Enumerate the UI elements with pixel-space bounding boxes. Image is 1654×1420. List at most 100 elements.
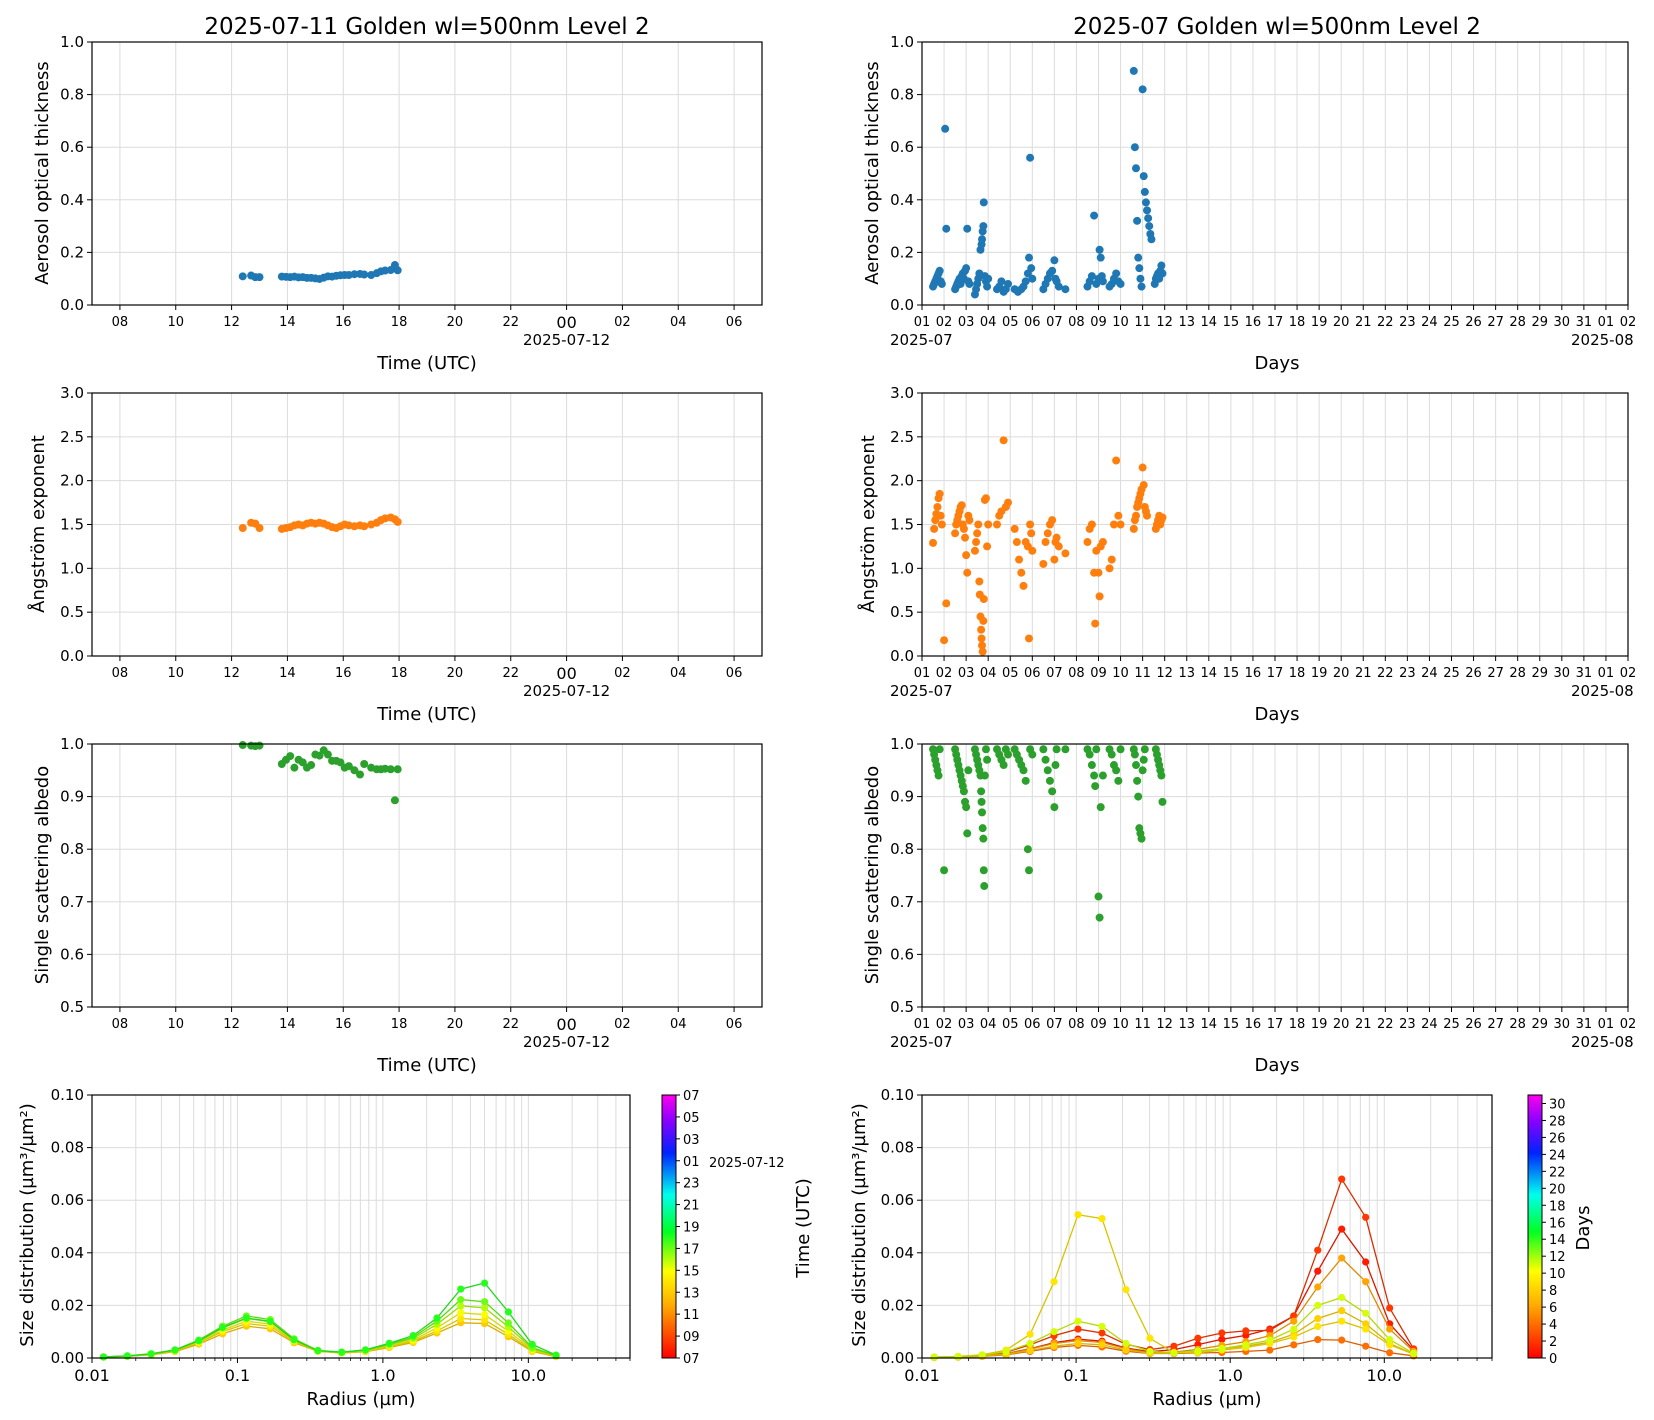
angstrom-monthly-point bbox=[1109, 520, 1118, 529]
aod-monthly-point bbox=[1144, 214, 1153, 223]
angstrom-monthly-point bbox=[951, 529, 960, 538]
size-monthly-series-point bbox=[1338, 1307, 1346, 1315]
colorbar-time-date-label: 2025-07-12 bbox=[709, 1156, 785, 1171]
aod-monthly-xtick-label: 07 bbox=[1046, 315, 1063, 330]
ssa-monthly-xtick-label: 08 bbox=[1068, 1017, 1085, 1032]
size-monthly-series-point bbox=[1074, 1317, 1082, 1325]
aod-monthly-point bbox=[983, 282, 992, 291]
angstrom-daily-xtick-label: 06 bbox=[726, 666, 743, 681]
aod-monthly-point bbox=[997, 277, 1006, 286]
size-daily-series-point bbox=[433, 1314, 441, 1322]
ssa-monthly-point bbox=[1132, 761, 1141, 770]
aod-monthly-xtick-label: 13 bbox=[1178, 315, 1195, 330]
ssa-monthly-point bbox=[1116, 745, 1125, 754]
angstrom-daily-ytick-label: 0.5 bbox=[60, 603, 84, 621]
size-monthly-series-point bbox=[1314, 1301, 1322, 1309]
ssa-monthly-xtick-label: 09 bbox=[1090, 1017, 1107, 1032]
angstrom-monthly-point bbox=[936, 511, 945, 520]
aod-daily-point bbox=[393, 266, 402, 275]
angstrom-monthly-point bbox=[1017, 568, 1026, 577]
aod-monthly-point bbox=[1116, 279, 1125, 288]
angstrom-daily-xtick-label: 10 bbox=[167, 666, 184, 681]
aod-monthly-point bbox=[1135, 264, 1144, 273]
angstrom-monthly-xtick-label: 19 bbox=[1311, 666, 1328, 681]
size-daily-xtick-label: 10.0 bbox=[511, 1366, 547, 1385]
angstrom-monthly-xtick-label: 30 bbox=[1554, 666, 1571, 681]
colorbar-time-tick-label: 05 bbox=[683, 1111, 700, 1126]
colorbar-time-tick-label: 07 bbox=[683, 1352, 700, 1367]
angstrom-monthly-point bbox=[993, 520, 1002, 529]
angstrom-monthly-point bbox=[1054, 542, 1063, 551]
size-monthly-series-point bbox=[1338, 1254, 1346, 1262]
size-daily-series-point bbox=[480, 1311, 489, 1319]
ssa-monthly-point bbox=[978, 808, 987, 817]
size-monthly-series-point bbox=[1266, 1346, 1274, 1354]
size-daily-series-point bbox=[457, 1296, 465, 1304]
angstrom-monthly-point bbox=[979, 595, 988, 604]
size-monthly-xlabel: Radius (µm) bbox=[1152, 1389, 1261, 1410]
angstrom-daily-xtick-label: 20 bbox=[447, 666, 464, 681]
angstrom-monthly-xtick-label: 24 bbox=[1421, 666, 1438, 681]
ssa-monthly-point bbox=[1140, 745, 1149, 754]
ssa-monthly-point bbox=[979, 834, 988, 843]
daily-title: 2025-07-11 Golden wl=500nm Level 2 bbox=[204, 14, 649, 40]
angstrom-daily-xtick-label: 12 bbox=[223, 666, 240, 681]
aod-monthly-xtick-label: 23 bbox=[1399, 315, 1416, 330]
angstrom-monthly-point bbox=[963, 568, 972, 577]
angstrom-monthly-point bbox=[1087, 520, 1096, 529]
angstrom-monthly-point bbox=[983, 542, 992, 551]
aod-monthly-xtick-label: 18 bbox=[1289, 315, 1306, 330]
aod-daily-ylabel: Aerosol optical thickness bbox=[32, 61, 53, 284]
size-monthly-xtick-label: 0.01 bbox=[904, 1366, 940, 1385]
colorbar-time: 07 09 11 13 15 17 19 21 23 01 03 05 07 bbox=[661, 1089, 700, 1367]
angstrom-monthly-point bbox=[999, 436, 1008, 445]
colorbar-time-tick-label: 07 bbox=[683, 1089, 700, 1104]
size-monthly-series-point bbox=[1338, 1175, 1346, 1183]
ssa-monthly-xtick-label: 18 bbox=[1289, 1017, 1306, 1032]
angstrom-monthly-point bbox=[1028, 546, 1037, 555]
angstrom-monthly-xtick-label: 31 bbox=[1576, 666, 1593, 681]
size-daily-series-point bbox=[99, 1353, 108, 1361]
angstrom-monthly-point bbox=[942, 599, 951, 608]
colorbar-time-tick-label: 21 bbox=[683, 1199, 700, 1214]
angstrom-monthly-point bbox=[1050, 555, 1059, 564]
angstrom-monthly-xtick-label: 14 bbox=[1201, 666, 1218, 681]
aod-monthly-point bbox=[1141, 198, 1150, 207]
angstrom-daily-xdate-label: 2025-07-12 bbox=[523, 682, 610, 700]
size-daily-series-point bbox=[480, 1316, 489, 1324]
colorbar-time-tick-label: 23 bbox=[683, 1177, 700, 1192]
size-monthly-xtick-label: 10.0 bbox=[1366, 1366, 1402, 1385]
size-monthly-series-point bbox=[1242, 1341, 1250, 1349]
aod-daily-xtick-label: 16 bbox=[335, 315, 352, 330]
angstrom-monthly-point bbox=[1143, 511, 1152, 520]
aod-daily-ytick-label: 0.6 bbox=[60, 138, 84, 156]
angstrom-daily-ytick-label: 3.0 bbox=[60, 384, 84, 402]
size-monthly-series-point bbox=[1026, 1330, 1034, 1338]
ssa-monthly-point bbox=[1137, 834, 1146, 843]
angstrom-daily-xtick-label: 02 bbox=[614, 666, 631, 681]
ssa-monthly-point bbox=[983, 755, 992, 764]
ssa-monthly-xtick-label: 31 bbox=[1576, 1017, 1593, 1032]
aod-monthly-point bbox=[979, 222, 988, 231]
size-daily-series-point bbox=[552, 1351, 560, 1359]
colorbar-days-tick-label: 18 bbox=[1549, 1199, 1566, 1214]
size-daily-series-point bbox=[480, 1298, 489, 1306]
size-monthly-frame bbox=[921, 1094, 1493, 1359]
aod-monthly-xtick-label: 25 bbox=[1443, 315, 1460, 330]
angstrom-monthly-xtick-label: 21 bbox=[1355, 666, 1372, 681]
ssa-monthly-point bbox=[1051, 761, 1060, 770]
angstrom-monthly-point bbox=[970, 546, 979, 555]
angstrom-monthly-xtick-label: 16 bbox=[1245, 666, 1262, 681]
size-daily-series-point bbox=[147, 1350, 155, 1358]
ssa-daily-point bbox=[238, 741, 247, 750]
size-monthly-series-point bbox=[1362, 1320, 1370, 1328]
ssa-monthly-point bbox=[1133, 776, 1142, 785]
ssa-daily-ytick-label: 0.9 bbox=[60, 788, 84, 806]
ssa-daily-xtick-label: 06 bbox=[726, 1017, 743, 1032]
angstrom-monthly-xtick-label: 12 bbox=[1156, 666, 1173, 681]
angstrom-monthly-point bbox=[1098, 538, 1107, 547]
ssa-monthly-xtick-label: 07 bbox=[1046, 1017, 1063, 1032]
aod-monthly-xtick-label: 12 bbox=[1156, 315, 1173, 330]
angstrom-monthly-point bbox=[1105, 564, 1114, 573]
